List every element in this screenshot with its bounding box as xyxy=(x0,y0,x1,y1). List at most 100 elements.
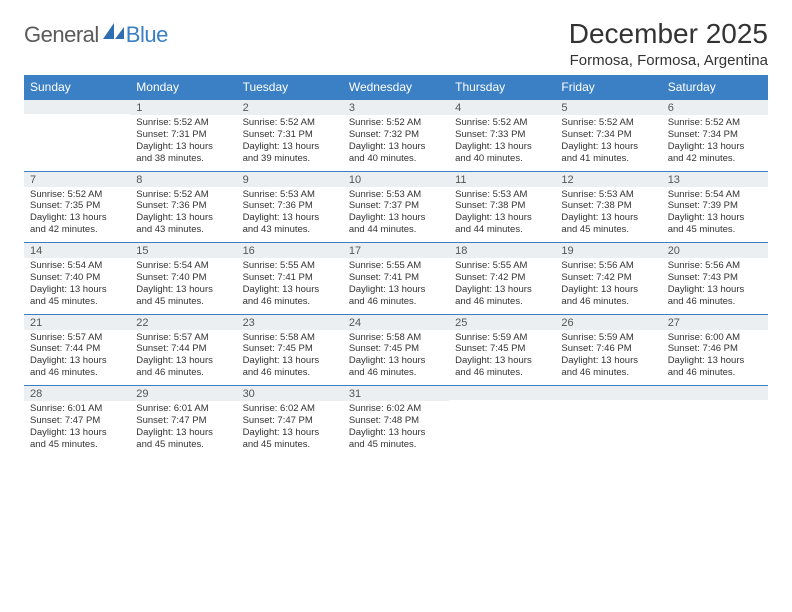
calendar-day-cell: 25Sunrise: 5:59 AMSunset: 7:45 PMDayligh… xyxy=(449,314,555,386)
sunset-line: Sunset: 7:42 PM xyxy=(455,272,549,284)
day-detail: Sunrise: 6:00 AMSunset: 7:46 PMDaylight:… xyxy=(662,330,768,386)
daylight-line: Daylight: 13 hours and 45 minutes. xyxy=(136,427,230,451)
calendar-day-cell: 9Sunrise: 5:53 AMSunset: 7:36 PMDaylight… xyxy=(237,171,343,243)
sunrise-line: Sunrise: 5:55 AM xyxy=(349,260,443,272)
logo-text-general: General xyxy=(24,22,99,48)
calendar-body: 1Sunrise: 5:52 AMSunset: 7:31 PMDaylight… xyxy=(24,100,768,457)
day-number: 29 xyxy=(130,386,236,401)
daylight-line: Daylight: 13 hours and 40 minutes. xyxy=(349,141,443,165)
day-detail: Sunrise: 5:53 AMSunset: 7:38 PMDaylight:… xyxy=(449,187,555,243)
day-number: 14 xyxy=(24,243,130,258)
day-detail xyxy=(449,400,555,456)
daylight-line: Daylight: 13 hours and 46 minutes. xyxy=(349,284,443,308)
day-number: 17 xyxy=(343,243,449,258)
day-header: Sunday xyxy=(24,75,130,100)
sunset-line: Sunset: 7:46 PM xyxy=(561,343,655,355)
calendar-day-cell: 5Sunrise: 5:52 AMSunset: 7:34 PMDaylight… xyxy=(555,100,661,172)
sunrise-line: Sunrise: 5:58 AM xyxy=(349,332,443,344)
day-detail: Sunrise: 5:56 AMSunset: 7:43 PMDaylight:… xyxy=(662,258,768,314)
daylight-line: Daylight: 13 hours and 45 minutes. xyxy=(349,427,443,451)
sunrise-line: Sunrise: 6:02 AM xyxy=(243,403,337,415)
sunrise-line: Sunrise: 5:58 AM xyxy=(243,332,337,344)
calendar-thead: SundayMondayTuesdayWednesdayThursdayFrid… xyxy=(24,75,768,100)
sunset-line: Sunset: 7:46 PM xyxy=(668,343,762,355)
sunset-line: Sunset: 7:39 PM xyxy=(668,200,762,212)
day-detail: Sunrise: 5:58 AMSunset: 7:45 PMDaylight:… xyxy=(343,330,449,386)
sunrise-line: Sunrise: 5:53 AM xyxy=(349,189,443,201)
day-number: 3 xyxy=(343,100,449,115)
sunrise-line: Sunrise: 5:52 AM xyxy=(349,117,443,129)
day-detail: Sunrise: 5:52 AMSunset: 7:33 PMDaylight:… xyxy=(449,115,555,171)
sunset-line: Sunset: 7:44 PM xyxy=(30,343,124,355)
calendar-day-cell xyxy=(24,100,130,172)
calendar-day-cell xyxy=(555,386,661,457)
daylight-line: Daylight: 13 hours and 46 minutes. xyxy=(243,355,337,379)
sunset-line: Sunset: 7:47 PM xyxy=(136,415,230,427)
sunrise-line: Sunrise: 5:57 AM xyxy=(30,332,124,344)
day-number: 7 xyxy=(24,172,130,187)
sunset-line: Sunset: 7:47 PM xyxy=(30,415,124,427)
sunrise-line: Sunrise: 6:01 AM xyxy=(30,403,124,415)
day-detail: Sunrise: 5:55 AMSunset: 7:41 PMDaylight:… xyxy=(237,258,343,314)
sunrise-line: Sunrise: 5:52 AM xyxy=(136,117,230,129)
sunset-line: Sunset: 7:43 PM xyxy=(668,272,762,284)
day-number: 19 xyxy=(555,243,661,258)
day-detail: Sunrise: 5:57 AMSunset: 7:44 PMDaylight:… xyxy=(130,330,236,386)
calendar-week-row: 14Sunrise: 5:54 AMSunset: 7:40 PMDayligh… xyxy=(24,243,768,315)
sunrise-line: Sunrise: 5:52 AM xyxy=(668,117,762,129)
day-number: 13 xyxy=(662,172,768,187)
daylight-line: Daylight: 13 hours and 45 minutes. xyxy=(30,284,124,308)
day-number: 8 xyxy=(130,172,236,187)
sunset-line: Sunset: 7:32 PM xyxy=(349,129,443,141)
day-detail: Sunrise: 5:53 AMSunset: 7:36 PMDaylight:… xyxy=(237,187,343,243)
day-number: 26 xyxy=(555,315,661,330)
day-number: 10 xyxy=(343,172,449,187)
daylight-line: Daylight: 13 hours and 39 minutes. xyxy=(243,141,337,165)
sunrise-line: Sunrise: 5:52 AM xyxy=(30,189,124,201)
sunset-line: Sunset: 7:36 PM xyxy=(136,200,230,212)
calendar-day-cell: 26Sunrise: 5:59 AMSunset: 7:46 PMDayligh… xyxy=(555,314,661,386)
day-detail xyxy=(662,400,768,456)
day-detail: Sunrise: 5:52 AMSunset: 7:31 PMDaylight:… xyxy=(237,115,343,171)
sunset-line: Sunset: 7:35 PM xyxy=(30,200,124,212)
sunset-line: Sunset: 7:41 PM xyxy=(349,272,443,284)
day-header: Saturday xyxy=(662,75,768,100)
day-number: 20 xyxy=(662,243,768,258)
day-detail: Sunrise: 5:59 AMSunset: 7:46 PMDaylight:… xyxy=(555,330,661,386)
page-title: December 2025 xyxy=(569,18,768,50)
day-number: 25 xyxy=(449,315,555,330)
day-header: Tuesday xyxy=(237,75,343,100)
day-number: 12 xyxy=(555,172,661,187)
daylight-line: Daylight: 13 hours and 46 minutes. xyxy=(349,355,443,379)
daylight-line: Daylight: 13 hours and 46 minutes. xyxy=(561,355,655,379)
calendar-day-cell: 23Sunrise: 5:58 AMSunset: 7:45 PMDayligh… xyxy=(237,314,343,386)
daylight-line: Daylight: 13 hours and 45 minutes. xyxy=(561,212,655,236)
sunset-line: Sunset: 7:41 PM xyxy=(243,272,337,284)
daylight-line: Daylight: 13 hours and 46 minutes. xyxy=(668,355,762,379)
calendar-day-cell: 16Sunrise: 5:55 AMSunset: 7:41 PMDayligh… xyxy=(237,243,343,315)
daylight-line: Daylight: 13 hours and 46 minutes. xyxy=(136,355,230,379)
day-number: 31 xyxy=(343,386,449,401)
calendar-day-cell: 6Sunrise: 5:52 AMSunset: 7:34 PMDaylight… xyxy=(662,100,768,172)
day-number: 6 xyxy=(662,100,768,115)
daylight-line: Daylight: 13 hours and 42 minutes. xyxy=(668,141,762,165)
sunrise-line: Sunrise: 5:52 AM xyxy=(561,117,655,129)
sunset-line: Sunset: 7:34 PM xyxy=(668,129,762,141)
day-number xyxy=(555,386,661,400)
calendar-day-cell: 7Sunrise: 5:52 AMSunset: 7:35 PMDaylight… xyxy=(24,171,130,243)
daylight-line: Daylight: 13 hours and 45 minutes. xyxy=(136,284,230,308)
title-block: December 2025 Formosa, Formosa, Argentin… xyxy=(569,18,768,69)
sunset-line: Sunset: 7:40 PM xyxy=(136,272,230,284)
sunset-line: Sunset: 7:48 PM xyxy=(349,415,443,427)
sunrise-line: Sunrise: 5:53 AM xyxy=(455,189,549,201)
sunrise-line: Sunrise: 5:59 AM xyxy=(455,332,549,344)
daylight-line: Daylight: 13 hours and 38 minutes. xyxy=(136,141,230,165)
day-number: 15 xyxy=(130,243,236,258)
sunset-line: Sunset: 7:40 PM xyxy=(30,272,124,284)
calendar-day-cell: 1Sunrise: 5:52 AMSunset: 7:31 PMDaylight… xyxy=(130,100,236,172)
day-header-row: SundayMondayTuesdayWednesdayThursdayFrid… xyxy=(24,75,768,100)
calendar-day-cell: 30Sunrise: 6:02 AMSunset: 7:47 PMDayligh… xyxy=(237,386,343,457)
sunrise-line: Sunrise: 6:01 AM xyxy=(136,403,230,415)
day-detail: Sunrise: 5:52 AMSunset: 7:36 PMDaylight:… xyxy=(130,187,236,243)
day-detail: Sunrise: 5:52 AMSunset: 7:34 PMDaylight:… xyxy=(662,115,768,171)
